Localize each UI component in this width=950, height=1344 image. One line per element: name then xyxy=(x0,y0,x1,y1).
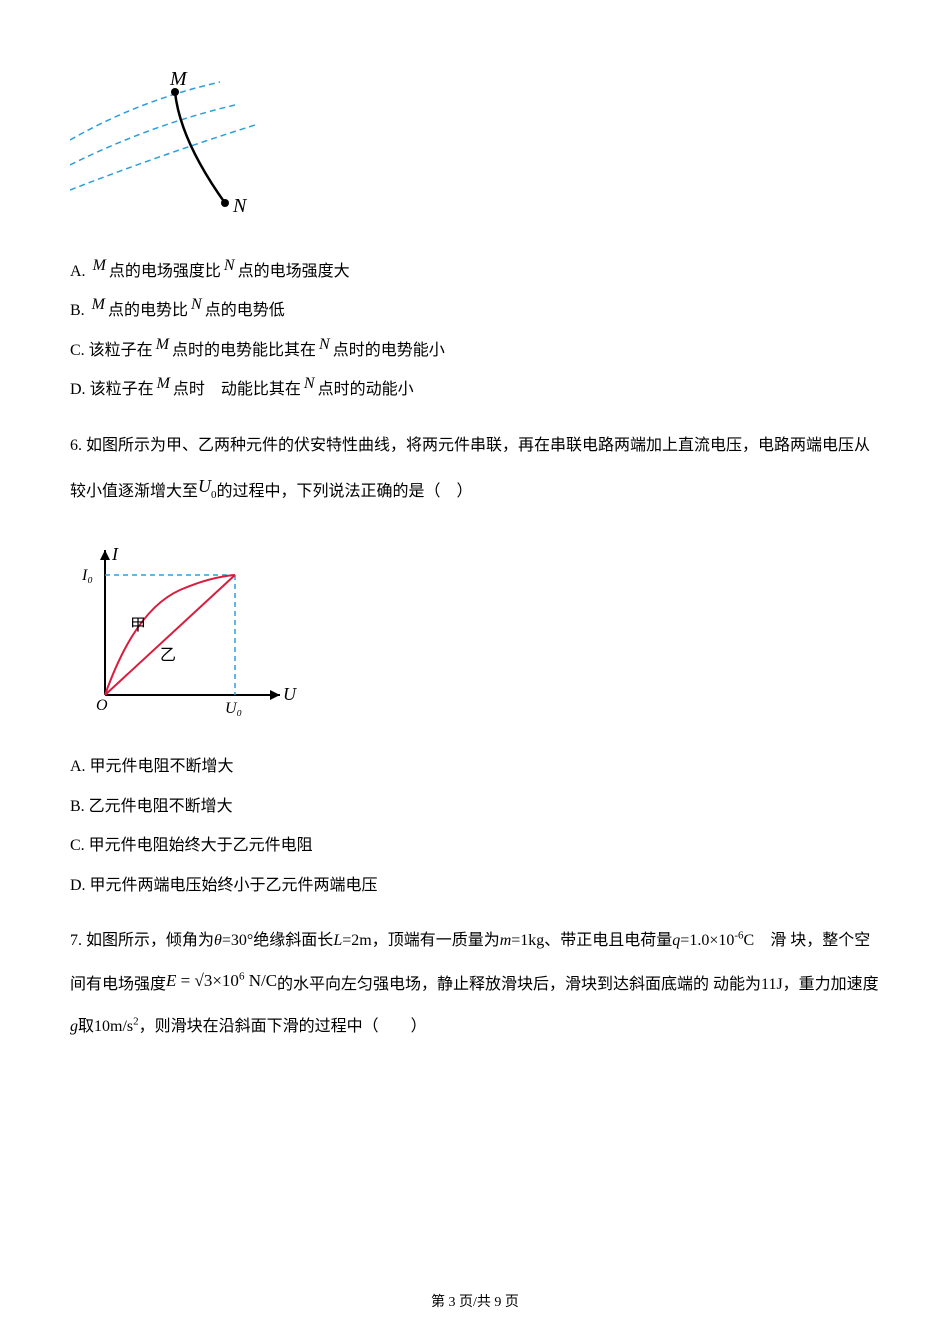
var-m: M xyxy=(156,332,169,358)
option-b-mn: B. M 点的电势比 N 点的电势低 xyxy=(70,298,880,324)
q7-L: L xyxy=(333,932,342,949)
q7-l3-pre: 动能为11J，重力加速度 xyxy=(713,976,879,993)
option-c-mn: C. 该粒子在 M 点时的电势能比其在 N 点时的电势能小 xyxy=(70,338,880,364)
var-m: M xyxy=(92,292,105,318)
option-6d: D. 甲元件两端电压始终小于乙元件两端电压 xyxy=(70,873,880,899)
option-text: 点的电势比 xyxy=(108,298,188,324)
option-text: 点的电场强度比 xyxy=(109,259,221,285)
option-text: 该粒子在 xyxy=(90,377,154,403)
q7-l1-m4: =1.0×10 xyxy=(680,932,734,949)
option-text: 点时的电势能小 xyxy=(333,338,445,364)
q6-sub-0: 0 xyxy=(211,489,217,501)
label-o: O xyxy=(96,697,108,714)
option-letter: C. xyxy=(70,338,85,364)
footer-text: 第 3 页/共 9 页 xyxy=(431,1295,519,1310)
q7-l3-mid: 取10m/s xyxy=(78,1018,133,1035)
q7-mul: ×10 xyxy=(212,971,239,990)
option-text: 点时 动能比其在 xyxy=(173,377,301,403)
q7-theta: θ xyxy=(214,932,222,949)
var-n: N xyxy=(224,253,235,279)
option-text: 点时的动能小 xyxy=(318,377,414,403)
q6-text-post: 的过程中，下列说法正确的是（ ） xyxy=(217,483,473,500)
q7-l3-end: ，则滑块在沿斜面下滑的过程中（ ） xyxy=(139,1018,427,1035)
var-m: M xyxy=(93,253,106,279)
option-d-mn: D. 该粒子在 M 点时 动能比其在 N 点时的动能小 xyxy=(70,377,880,403)
q7-eq: = xyxy=(176,971,194,990)
option-letter: A. xyxy=(70,259,86,285)
var-m: M xyxy=(157,371,170,397)
q7-m: m xyxy=(500,932,512,949)
q7-sqrt: √3 xyxy=(195,971,213,990)
label-jia: 甲 xyxy=(130,617,146,634)
axis-label-i: I xyxy=(111,544,119,564)
q7-l1-m1: =30°绝缘斜面长 xyxy=(222,932,333,949)
option-letter: B. xyxy=(70,298,85,324)
q7-l1-m2: =2m，顶端有一质量为 xyxy=(342,932,499,949)
option-text: 点时的电势能比其在 xyxy=(172,338,316,364)
q7-l1-m3: =1kg、带正电且电荷量 xyxy=(511,932,672,949)
option-text: 点的电场强度大 xyxy=(238,259,350,285)
question-6: 6. 如图所示为甲、乙两种元件的伏安特性曲线，将两元件串联，再在串联电路两端加上… xyxy=(70,425,880,513)
q7-l1-pre: 7. 如图所示，倾角为 xyxy=(70,932,214,949)
option-a-mn: A. M 点的电场强度比 N 点的电场强度大 xyxy=(70,259,880,285)
q7-l1-end: C 滑 xyxy=(744,932,787,949)
page-footer: 第 3 页/共 9 页 xyxy=(0,1292,950,1314)
label-u0: U₀ xyxy=(225,700,242,717)
q7-exp1: -6 xyxy=(734,930,743,942)
option-letter: D. xyxy=(70,377,86,403)
label-m: M xyxy=(169,70,188,90)
option-6b: B. 乙元件电阻不断增大 xyxy=(70,794,880,820)
figure-mn-diagram: M N xyxy=(70,70,880,239)
option-6c: C. 甲元件电阻始终大于乙元件电阻 xyxy=(70,833,880,859)
question-7: 7. 如图所示，倾角为θ=30°绝缘斜面长L=2m，顶端有一质量为m=1kg、带… xyxy=(70,920,880,1047)
q7-E: E xyxy=(166,971,176,990)
q7-unit: N/C xyxy=(244,971,277,990)
var-n: N xyxy=(191,292,202,318)
label-i0: I₀ xyxy=(81,567,93,584)
figure-iv-chart: I U I₀ U₀ O 甲 乙 xyxy=(70,535,880,734)
iv-svg: I U I₀ U₀ O 甲 乙 xyxy=(70,535,300,725)
axis-label-u: U xyxy=(283,684,297,704)
option-text: 该粒子在 xyxy=(89,338,153,364)
var-n: N xyxy=(304,371,315,397)
mn-svg: M N xyxy=(70,70,270,230)
var-n: N xyxy=(319,332,330,358)
label-n: N xyxy=(232,195,248,217)
q7-l2-mid: 的水平向左匀强电场，静止释放滑块后，滑块到达斜面底端的 xyxy=(277,976,709,993)
q7-g: g xyxy=(70,1018,78,1035)
label-yi: 乙 xyxy=(160,647,176,664)
option-6a: A. 甲元件电阻不断增大 xyxy=(70,754,880,780)
option-text: 点的电势低 xyxy=(205,298,285,324)
q6-var-u: U xyxy=(198,476,211,496)
